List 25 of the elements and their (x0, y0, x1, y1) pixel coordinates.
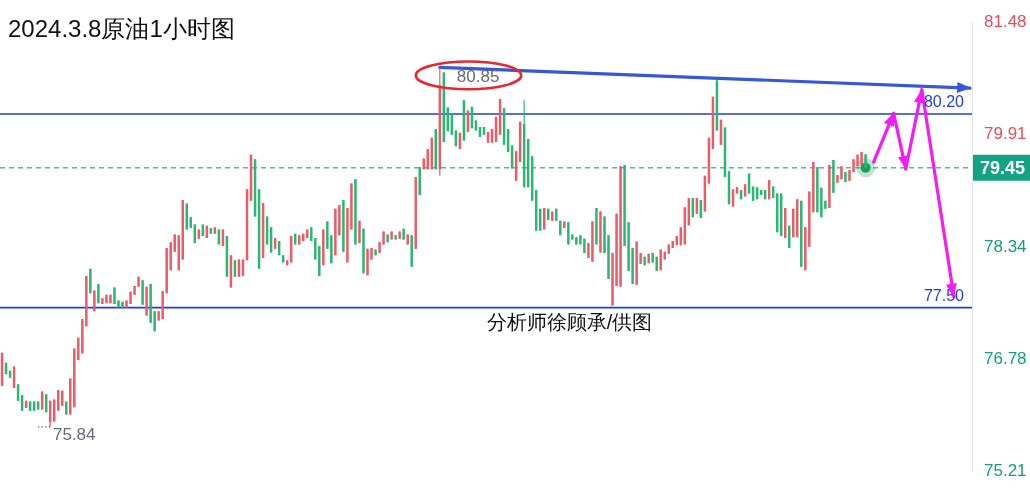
candlestick (109, 294, 112, 304)
candlestick (105, 294, 108, 304)
candlestick (595, 207, 598, 245)
candlestick (864, 154, 867, 168)
y-tick-label: 76.78 (984, 348, 1027, 368)
ref-line-label: 79.45 (980, 157, 1026, 178)
candlestick (354, 179, 357, 245)
y-tick-label: 79.91 (984, 124, 1027, 144)
y-tick-label: 78.34 (984, 237, 1027, 257)
candlestick (844, 172, 847, 183)
candlestick (374, 249, 377, 256)
candlestick (840, 166, 843, 180)
candlestick (121, 301, 124, 308)
y-tick-label: 81.48 (984, 11, 1027, 31)
candlestick (113, 287, 116, 305)
annotation: 分析师徐顾承/供图 (486, 310, 653, 333)
candlestick (591, 221, 594, 262)
candlestick (366, 248, 369, 276)
annotation: 75.84 (52, 424, 96, 444)
candlestick (358, 220, 361, 244)
candlestick (362, 228, 365, 274)
y-tick-label: 75.21 (984, 461, 1027, 481)
candlestick (599, 211, 602, 253)
chart-title: 2024.3.8原油1小时图 (8, 14, 235, 42)
candlestick (832, 159, 835, 193)
